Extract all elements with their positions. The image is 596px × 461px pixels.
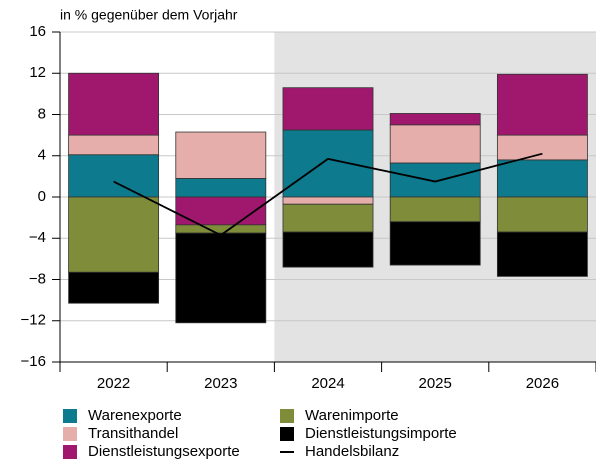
bar-segment — [389, 124, 481, 164]
line-series — [113, 152, 543, 237]
x-tick-label: 2023 — [204, 375, 237, 392]
bar-segment — [496, 231, 588, 277]
legend-label: Dienstleistungsexporte — [88, 443, 240, 460]
bar-segment — [389, 113, 481, 126]
bar-segment — [282, 129, 374, 198]
y-tick-label: −4 — [29, 229, 46, 246]
bar-segment — [496, 73, 588, 136]
bar-segment — [282, 231, 374, 268]
legend-label: Warenexporte — [88, 407, 182, 424]
bar-segment — [389, 196, 481, 223]
bar-segment — [68, 271, 160, 304]
y-tick-label: −8 — [29, 270, 46, 287]
bar-segment — [175, 178, 267, 198]
bar-segment — [496, 196, 588, 233]
y-tick-label: 16 — [29, 23, 46, 40]
legend-label: Warenimporte — [305, 407, 399, 424]
legend-swatch — [280, 409, 294, 423]
bar-segment — [175, 232, 267, 324]
x-tick-label: 2022 — [97, 375, 130, 392]
bar-segment — [68, 196, 160, 273]
x-tick-label: 2024 — [311, 375, 344, 392]
legend-swatch — [63, 427, 77, 441]
y-tick-label: 8 — [38, 105, 46, 122]
bar-segment — [496, 159, 588, 198]
y-tick-label: 4 — [38, 147, 46, 164]
bar-segment — [282, 87, 374, 131]
y-tick-label: 0 — [38, 188, 46, 205]
bar-segment — [282, 203, 374, 233]
bar-segment — [175, 224, 267, 234]
legend-swatch — [63, 409, 77, 423]
legend-label: Dienstleistungsimporte — [305, 425, 457, 442]
bar-segment — [175, 131, 267, 179]
bar-segment — [175, 196, 267, 226]
y-tick-label: 12 — [29, 64, 46, 81]
x-tick-label: 2026 — [526, 375, 559, 392]
bar-segment — [389, 162, 481, 198]
chart-subtitle: in % gegenüber dem Vorjahr — [60, 7, 238, 23]
bar-segment — [389, 221, 481, 266]
legend-swatch — [280, 427, 294, 441]
bar-segment — [282, 196, 374, 205]
bar-segment — [68, 154, 160, 198]
legend-swatch — [63, 445, 77, 459]
legend-label: Handelsbilanz — [305, 443, 399, 460]
legend-label: Transithandel — [88, 425, 178, 442]
x-tick-label: 2025 — [419, 375, 452, 392]
y-tick-label: −16 — [21, 353, 46, 370]
bar-segment — [496, 134, 588, 161]
y-tick-label: −12 — [21, 312, 46, 329]
bar-segment — [68, 134, 160, 156]
bar-segment — [68, 72, 160, 136]
